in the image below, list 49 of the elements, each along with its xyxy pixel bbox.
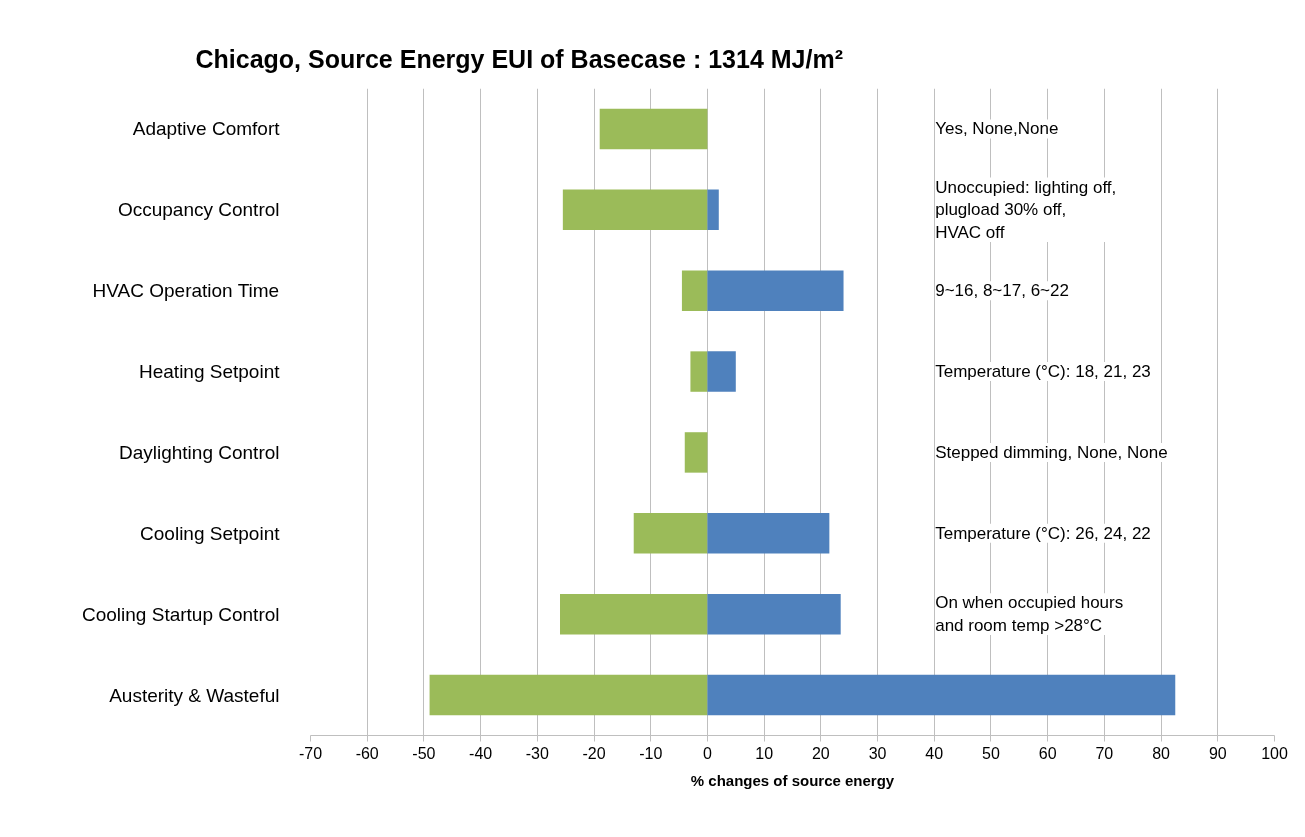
bar (560, 593, 708, 635)
x-tick-label: -50 (412, 744, 436, 762)
bar (707, 674, 1176, 716)
x-tick-label: 100 (1261, 744, 1288, 762)
bar (599, 108, 708, 150)
x-tick-label: 10 (755, 744, 774, 762)
y-tick-label: Heating Setpoint (139, 361, 281, 383)
y-tick-label: Adaptive Comfort (132, 118, 281, 140)
bar (633, 513, 708, 554)
annotation: Unoccupied: lighting off, plugload 30% off, HVAC off (935, 177, 1117, 243)
y-tick-label: Cooling Startup Control (82, 603, 280, 625)
bar (429, 674, 708, 716)
annotation: On when occupied hours and room temp >28°C (935, 593, 1124, 636)
bar (690, 351, 708, 392)
x-axis-title: % changes of source energy (690, 771, 895, 789)
x-tick-label: 90 (1208, 744, 1227, 762)
x-tick-label: -70 (298, 744, 323, 762)
y-tick-label: HVAC Operation Time (92, 280, 280, 302)
bar (707, 513, 830, 554)
x-tick-label: -60 (355, 744, 379, 762)
x-tick-label: -40 (469, 744, 493, 762)
x-tick-label: 20 (811, 744, 830, 762)
y-tick-label: Cooling Setpoint (140, 522, 281, 544)
x-tick-label: 30 (868, 744, 887, 762)
annotation: Temperature (°C): 18, 21, 23 (935, 362, 1151, 382)
bar (707, 351, 736, 392)
x-tick-label: 0 (702, 744, 712, 762)
x-tick-label: 50 (982, 744, 1000, 762)
bar (707, 593, 841, 635)
x-tick-label: -20 (582, 744, 606, 762)
bar (707, 270, 844, 311)
x-tick-label: 80 (1152, 744, 1171, 762)
bar (707, 189, 719, 231)
annotation: 9~16, 8~17, 6~22 (935, 281, 1069, 301)
annotation: Temperature (°C): 26, 24, 22 (935, 523, 1151, 543)
annotation: Stepped dimming, None, None (935, 442, 1168, 462)
x-tick-label: 60 (1038, 744, 1057, 762)
y-tick-label: Daylighting Control (118, 441, 280, 463)
y-tick-label: Occupancy Control (117, 199, 280, 221)
x-tick-label: 40 (925, 744, 944, 762)
annotation: Yes, None,None (935, 119, 1059, 139)
y-tick-label: Austerity & Wasteful (109, 684, 280, 706)
chart-title: Chicago, Source Energy EUI of Basecase : 1314 MJ/m² (195, 44, 843, 73)
bar (681, 270, 708, 311)
bar (562, 189, 708, 231)
x-tick-label: 70 (1095, 744, 1114, 762)
bar (684, 432, 708, 473)
x-tick-label: -10 (639, 744, 663, 762)
x-tick-label: -30 (525, 744, 549, 762)
